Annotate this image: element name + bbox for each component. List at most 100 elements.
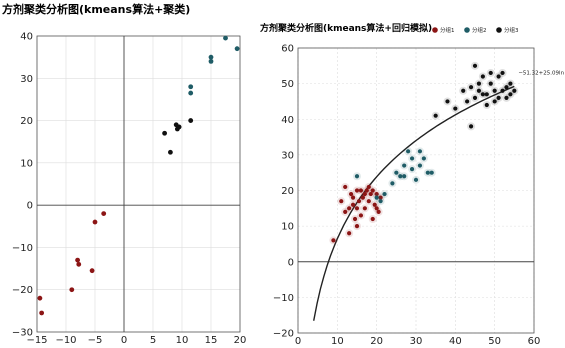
plot-frame xyxy=(36,35,241,333)
legend-label: 分组1 xyxy=(440,26,455,34)
data-point xyxy=(468,85,474,90)
x-tick-label: 60 xyxy=(528,336,541,344)
data-point xyxy=(354,224,360,229)
x-tick-label: 20 xyxy=(370,336,383,344)
data-point xyxy=(208,58,214,64)
y-tick-label: −20 xyxy=(273,329,294,340)
data-point xyxy=(496,95,501,100)
data-point xyxy=(508,81,513,86)
legend-marker xyxy=(432,27,438,33)
data-point xyxy=(331,238,336,243)
y-tick-label: −30 xyxy=(12,328,33,339)
x-tick-label: −10 xyxy=(55,335,76,344)
data-point xyxy=(366,184,371,190)
legend-marker xyxy=(496,27,502,33)
data-point xyxy=(92,219,98,225)
data-point xyxy=(492,99,497,104)
y-tick-label: 0 xyxy=(288,257,294,268)
x-tick-label: −15 xyxy=(26,335,47,344)
data-point xyxy=(402,163,407,168)
data-point xyxy=(366,199,371,204)
data-point xyxy=(362,206,367,211)
data-point xyxy=(500,70,505,76)
regression-curve xyxy=(313,85,515,321)
x-tick-label: 30 xyxy=(410,336,423,344)
y-tick-label: 0 xyxy=(27,201,33,212)
y-tick-label: 10 xyxy=(20,158,33,169)
data-point xyxy=(413,177,419,182)
data-point xyxy=(234,46,240,52)
data-point xyxy=(394,170,399,175)
data-point xyxy=(354,206,360,211)
data-point xyxy=(417,163,423,168)
y-tick-label: 60 xyxy=(281,44,294,55)
y-tick-label: 30 xyxy=(20,74,33,85)
data-point xyxy=(356,199,362,204)
data-point xyxy=(223,35,228,41)
data-point xyxy=(504,95,509,100)
data-point xyxy=(512,88,517,93)
data-point xyxy=(364,188,369,193)
data-point xyxy=(429,170,434,175)
right-chart-title: 方剂聚类分析图(kmeans算法+回归模拟) xyxy=(260,22,432,34)
y-tick-label: −10 xyxy=(273,293,294,304)
data-point xyxy=(421,156,426,161)
x-tick-label: 20 xyxy=(234,335,247,344)
data-point xyxy=(480,92,485,97)
x-tick-label: 15 xyxy=(205,335,218,344)
data-point xyxy=(358,188,364,193)
data-point xyxy=(360,195,365,200)
data-point xyxy=(402,174,407,179)
data-point xyxy=(453,106,458,111)
data-point xyxy=(39,310,45,316)
data-point xyxy=(465,99,470,104)
data-point xyxy=(75,257,80,263)
x-tick-label: 5 xyxy=(150,335,156,344)
y-tick-label: 40 xyxy=(281,115,294,126)
data-point xyxy=(374,195,379,200)
data-point xyxy=(382,191,387,197)
data-point xyxy=(476,81,482,86)
data-point xyxy=(488,70,493,76)
data-point xyxy=(168,149,173,155)
data-point xyxy=(409,167,415,172)
y-tick-label: −10 xyxy=(12,243,33,254)
data-point xyxy=(370,188,375,193)
y-tick-label: −20 xyxy=(12,285,33,296)
data-point xyxy=(480,74,485,79)
data-point xyxy=(433,113,438,118)
data-point xyxy=(176,124,182,130)
y-tick-label: 20 xyxy=(281,186,294,197)
y-tick-label: 40 xyxy=(20,32,33,43)
x-tick-label: 0 xyxy=(121,335,127,344)
data-point xyxy=(354,188,360,193)
left-cluster-chart: 方剂聚类分析图(kmeans算法+聚类) −15 −10 −5 0 5 10 15 20 −30… xyxy=(2,2,247,346)
legend-marker xyxy=(464,27,470,33)
data-point xyxy=(368,191,373,197)
y-tick-label: 10 xyxy=(281,222,294,233)
left-chart-title: 方剂聚类分析图(kmeans算法+聚类) xyxy=(2,2,190,16)
legend-label: 分组3 xyxy=(504,26,519,34)
data-point xyxy=(349,191,354,197)
data-point xyxy=(101,211,107,217)
data-point xyxy=(417,149,423,154)
data-point xyxy=(390,181,395,186)
data-point xyxy=(398,174,403,179)
x-tick-label: 40 xyxy=(449,336,462,344)
data-point xyxy=(358,213,364,218)
data-point xyxy=(500,88,505,93)
data-point xyxy=(343,209,348,214)
data-point xyxy=(508,92,513,97)
data-point xyxy=(350,202,356,207)
data-point xyxy=(406,149,411,154)
data-point xyxy=(378,195,383,200)
x-tick-label: 10 xyxy=(176,335,189,344)
y-tick-label: 30 xyxy=(281,150,294,161)
data-point xyxy=(496,74,501,79)
data-point xyxy=(347,206,352,211)
y-tick-label: 50 xyxy=(281,79,294,90)
data-point xyxy=(354,174,360,179)
data-point xyxy=(378,199,383,204)
data-point xyxy=(76,261,82,267)
data-point xyxy=(445,99,450,104)
